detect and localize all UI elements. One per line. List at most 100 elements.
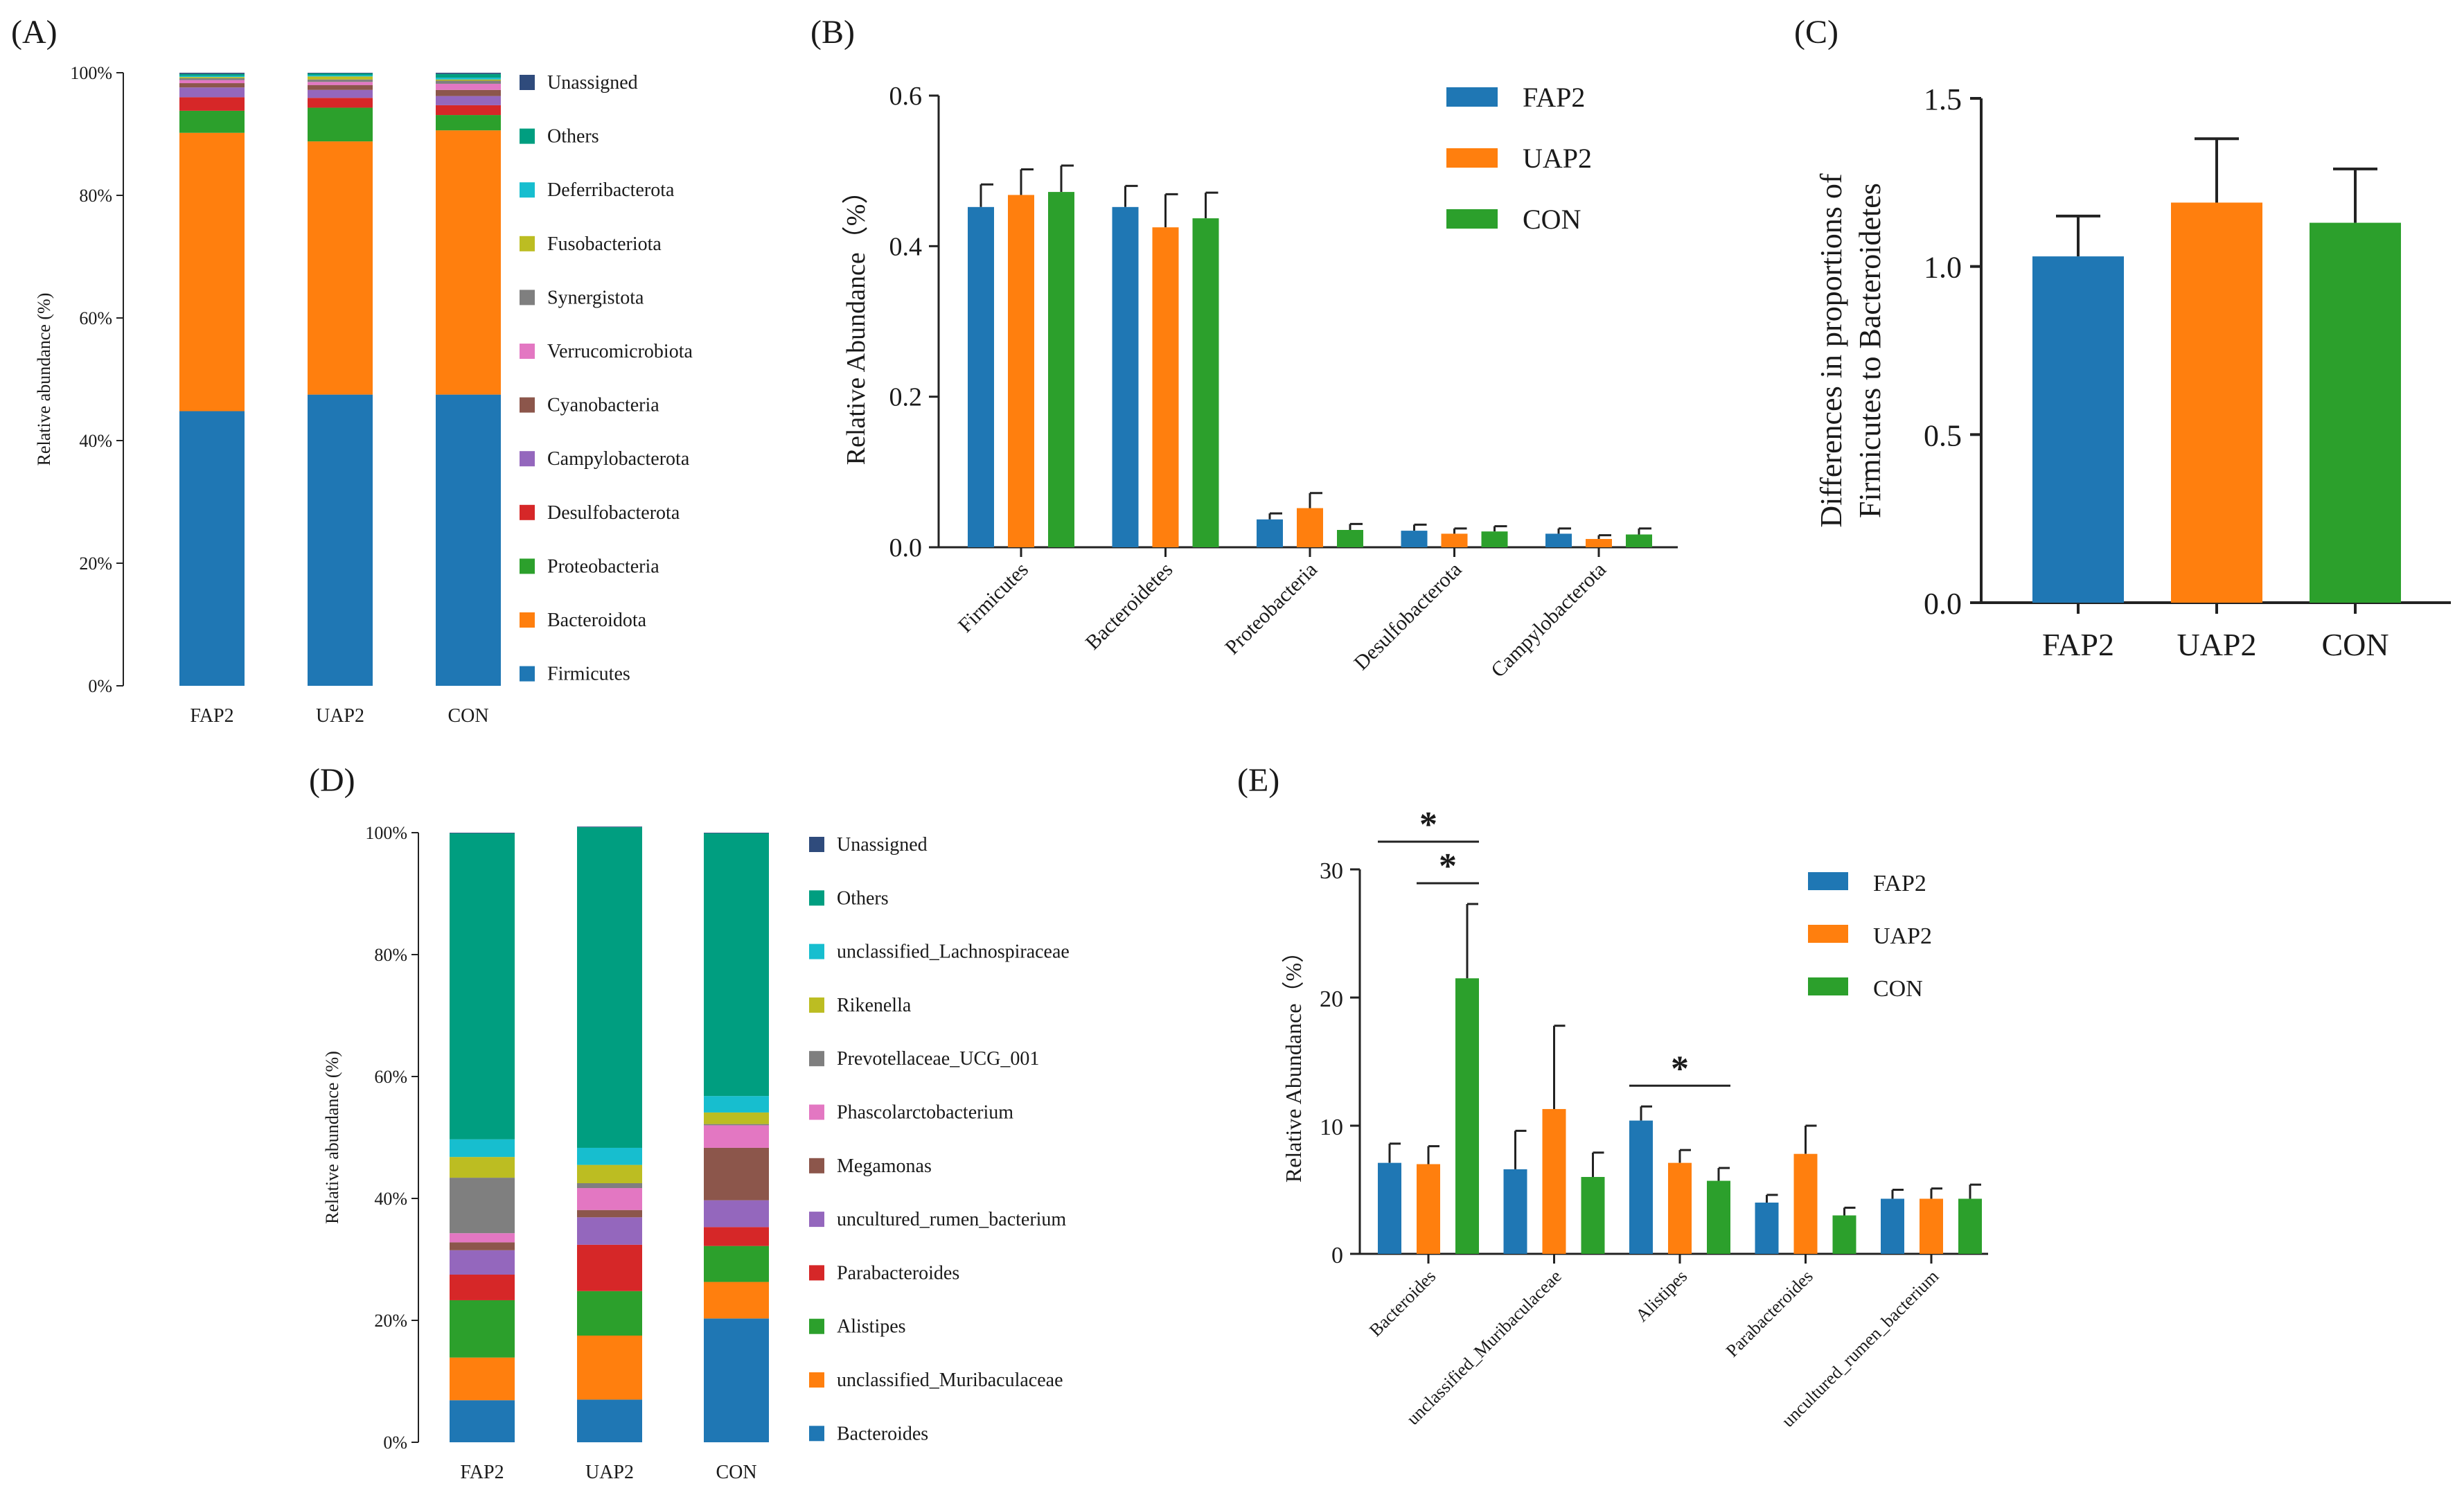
x-tick-label-fap2: FAP2	[190, 705, 233, 727]
y-tick-label-c: 0.5	[1924, 418, 1962, 452]
bar-segment-phascolarctobacterium-fap2	[450, 1233, 515, 1243]
y-tick-label-a: 40%	[79, 431, 112, 451]
bar-con-bacteroidetes	[1192, 218, 1219, 547]
bar-segment-unassigned-con	[436, 73, 501, 74]
y-tick-label-b: 0.6	[889, 82, 923, 111]
y-tick-label-a: 100%	[70, 63, 112, 83]
bar-segment-unclassified-lachnospiraceae-con	[704, 1096, 769, 1113]
legend-swatch-synergistota	[520, 290, 535, 305]
bar-segment-synergistota-uap2	[308, 79, 373, 82]
chart-c-firmicutes-bacteroidetes-ratio: 0.0 0.5 1.0 1.5 Differences in proportions o…	[1814, 82, 2451, 662]
y-tick-label-d: 80%	[374, 945, 407, 965]
bar-segment-verrucomicrobiota-con	[436, 83, 501, 90]
significance-star: *	[1671, 1049, 1689, 1088]
bar-segment-phascolarctobacterium-uap2	[577, 1188, 642, 1210]
bar-segment-desulfobacterota-con	[436, 105, 501, 116]
bar-fap2-proteobacteria	[1257, 519, 1283, 547]
legend-label-unassigned: Unassigned	[837, 834, 928, 856]
y-tick-label-a: 60%	[79, 308, 112, 328]
legend-swatch-unassigned	[520, 75, 535, 90]
bar-con-campylobacterota	[1626, 534, 1652, 547]
bar-con-uncultured-rumen-bacterium	[1958, 1198, 1982, 1254]
y-tick-label-a: 20%	[79, 553, 112, 574]
bar-segment-unassigned-uap2	[577, 826, 642, 828]
bar-uap2-alistipes	[1668, 1162, 1692, 1254]
legend-label-parabacteroides: Parabacteroides	[837, 1262, 959, 1284]
bar-segment-others-fap2	[179, 73, 245, 76]
bar-segment-firmicutes-uap2	[308, 394, 373, 686]
bar-segment-rikenella-con	[704, 1112, 769, 1124]
bar-segment-verrucomicrobiota-uap2	[308, 82, 373, 85]
legend-swatch-others	[809, 890, 824, 906]
y-tick-label-d: 40%	[374, 1189, 407, 1209]
legend-label-fusobacteriota: Fusobacteriota	[547, 233, 662, 255]
bar-segment-unclassified-muribaculaceae-fap2	[450, 1357, 515, 1401]
bar-segment-fusobacteriota-con	[436, 79, 501, 81]
bar-segment-fusobacteriota-uap2	[308, 76, 373, 80]
x-tick-label-proteobacteria: Proteobacteria	[1221, 558, 1322, 659]
bar-segment-desulfobacterota-fap2	[179, 97, 245, 111]
legend-swatch-unclassified-lachnospiraceae	[809, 944, 824, 959]
x-tick-label-desulfobacterota: Desulfobacterota	[1349, 558, 1466, 675]
legend-swatch-bacteroides	[809, 1426, 824, 1442]
bar-uap2-unclassified-muribaculaceae	[1542, 1108, 1566, 1254]
y-tick-label-e: 30	[1320, 858, 1343, 884]
y-tick-label-d: 100%	[365, 823, 407, 843]
y-tick-label-e: 10	[1320, 1115, 1343, 1140]
y-tick-label-a: 80%	[79, 186, 112, 206]
y-tick-label-d: 0%	[383, 1433, 407, 1453]
bar-segment-uncultured-rumen-bacterium-uap2	[577, 1217, 642, 1245]
bar-segment-campylobacterota-fap2	[179, 87, 245, 98]
bar-uap2-bacteroides	[1417, 1164, 1440, 1254]
legend-label-proteobacteria: Proteobacteria	[547, 556, 659, 577]
y-axis-title-c: Differences in proportions of	[1814, 173, 1848, 528]
bar-segment-alistipes-uap2	[577, 1291, 642, 1336]
legend-label-firmicutes: Firmicutes	[547, 664, 630, 685]
bar-segment-prevotellaceae-ucg-001-uap2	[577, 1183, 642, 1189]
legend-swatch-con	[1446, 209, 1498, 229]
bar-segment-parabacteroides-fap2	[450, 1275, 515, 1300]
bar-uap2-desulfobacterota	[1441, 533, 1468, 547]
bar-segment-uncultured-rumen-bacterium-con	[704, 1200, 769, 1228]
bar-con-bacteroides	[1455, 978, 1479, 1254]
legend-label-synergistota: Synergistota	[547, 287, 644, 308]
bar-segment-bacteroides-uap2	[577, 1399, 642, 1442]
legend-label-cyanobacteria: Cyanobacteria	[547, 395, 659, 416]
bar-fap2-desulfobacterota	[1401, 531, 1428, 547]
bar-segment-deferribacterota-fap2	[179, 76, 245, 78]
bar-segment-synergistota-fap2	[179, 78, 245, 80]
legend-label-desulfobacterota: Desulfobacterota	[547, 502, 680, 524]
legend-swatch-parabacteroides	[809, 1265, 824, 1281]
x-tick-label-parabacteroides: Parabacteroides	[1722, 1266, 1817, 1361]
legend-label-deferribacterota: Deferribacterota	[547, 179, 675, 201]
bar-con-alistipes	[1707, 1180, 1730, 1254]
bar-fap2-alistipes	[1629, 1120, 1653, 1254]
bar-segment-megamonas-uap2	[577, 1210, 642, 1218]
bar-fap2-parabacteroides	[1755, 1203, 1779, 1254]
legend-label-unclassified-lachnospiraceae: unclassified_Lachnospiraceae	[837, 941, 1070, 963]
bar-segment-prevotellaceae-ucg-001-fap2	[450, 1178, 515, 1234]
bar-fap2-bacteroides	[1378, 1162, 1401, 1254]
legend-swatch-desulfobacterota	[520, 504, 535, 520]
panel-label-a: (A)	[11, 14, 57, 51]
bar-segment-deferribacterota-uap2	[308, 75, 373, 77]
bar-segment-others-uap2	[577, 827, 642, 1148]
bar-segment-others-uap2	[308, 73, 373, 76]
legend-swatch-proteobacteria	[520, 558, 535, 574]
legend-label-unclassified-muribaculaceae: unclassified_Muribaculaceae	[837, 1370, 1063, 1391]
bar-con	[2310, 222, 2401, 603]
x-tick-label-fap2: FAP2	[2042, 627, 2114, 662]
bar-con-desulfobacterota	[1481, 531, 1508, 547]
bar-segment-alistipes-con	[704, 1246, 769, 1282]
legend-swatch-uncultured-rumen-bacterium	[809, 1212, 824, 1228]
panel-label-b: (B)	[810, 14, 855, 51]
legend-label-unassigned: Unassigned	[547, 72, 638, 94]
significance-star: *	[1419, 805, 1437, 844]
legend-swatch-prevotellaceae-ucg-001	[809, 1051, 824, 1067]
y-axis-title-e: Relative Abundance（%）	[1281, 941, 1306, 1182]
bar-segment-bacteroides-fap2	[450, 1400, 515, 1442]
legend-label-others: Others	[837, 887, 889, 909]
bar-segment-firmicutes-fap2	[179, 411, 245, 686]
